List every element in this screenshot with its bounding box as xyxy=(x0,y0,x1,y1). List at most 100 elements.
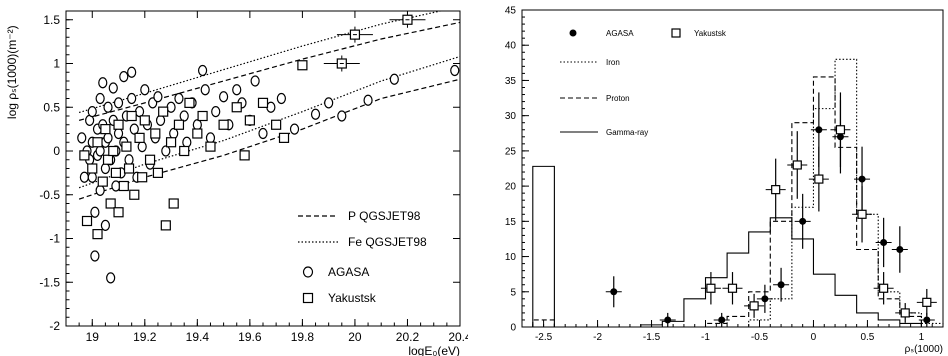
agasa-point xyxy=(113,97,124,109)
agasa-point xyxy=(95,92,105,105)
yakutsk-point xyxy=(113,207,124,218)
agasa-point xyxy=(232,84,242,96)
yakutsk-point xyxy=(150,128,161,139)
yakutsk-point xyxy=(118,180,129,192)
agasa-point xyxy=(95,184,105,196)
agasa-point xyxy=(664,316,672,324)
x-tick-label: 19.8 xyxy=(291,330,315,344)
histogram-iron xyxy=(532,58,944,328)
y-tick-label: 5 xyxy=(510,287,516,298)
agasa-point xyxy=(211,106,221,118)
agasa-point xyxy=(137,141,147,153)
legend-swatch xyxy=(671,28,681,38)
agasa-point xyxy=(197,64,208,77)
x-tick-label: 20 xyxy=(348,330,362,344)
yakutsk-point xyxy=(110,167,122,178)
yakutsk-point xyxy=(129,189,140,200)
y-tick-label: -0.5 xyxy=(39,188,60,202)
x-tick-label: 19 xyxy=(86,330,100,344)
x-tick-label: -0.5 xyxy=(751,332,769,343)
histogram-gamma-ray xyxy=(532,165,943,328)
y-tick-label: 0 xyxy=(510,323,516,334)
agasa-point xyxy=(108,82,118,94)
agasa-point xyxy=(219,91,229,103)
yakutsk-point xyxy=(205,141,216,152)
agasa-point xyxy=(799,217,807,225)
agasa-point xyxy=(127,92,137,105)
left-scatter-chart: 19 19.2 19.4 19.6 19.8 20 20.2 20.4 -2 -1.5 -1 -0.5… xyxy=(5,10,468,356)
agasa-point xyxy=(179,110,189,122)
yakutsk-point xyxy=(152,167,164,178)
y-tick-label: 1 xyxy=(53,57,60,71)
agasa-point xyxy=(182,136,192,148)
legend-swatch xyxy=(302,292,314,304)
yakutsk-point xyxy=(87,163,98,174)
legend-label: Yakustsk xyxy=(694,29,727,38)
agasa-point xyxy=(140,84,150,96)
agasa-point xyxy=(87,106,97,118)
agasa-point xyxy=(95,145,105,157)
agasa-point xyxy=(363,94,373,106)
legend-label: Gamma-ray xyxy=(606,128,648,137)
x-tick-label: 0.5 xyxy=(860,332,874,343)
yakutsk-point xyxy=(100,124,111,135)
yakutsk-point xyxy=(179,145,190,157)
yakutsk-point xyxy=(102,154,114,165)
agasa-point xyxy=(389,73,399,85)
agasa-point xyxy=(276,92,286,105)
legend-label: Yakustsk xyxy=(328,291,377,305)
agasa-point xyxy=(155,114,166,126)
yakutsk-point xyxy=(297,60,308,71)
yakutsk-point xyxy=(144,154,156,165)
yakutsk-point xyxy=(126,110,137,122)
right-histogram-chart: -2.5 -2 -1.5 -1 -0.5 0 0.5 1051015202530354045ρ… xyxy=(505,6,944,355)
yakutsk-point xyxy=(197,110,208,122)
y-tick-label: 0 xyxy=(53,144,60,158)
yakutsk-point xyxy=(134,132,145,143)
agasa-point xyxy=(113,127,124,140)
agasa-point xyxy=(250,75,260,87)
agasa-point xyxy=(258,127,268,140)
yakutsk-point xyxy=(727,283,738,293)
agasa-point xyxy=(87,171,97,183)
x-tick-label: 20.2 xyxy=(396,330,420,344)
y-tick-label: 25 xyxy=(505,146,517,157)
yakutsk-point xyxy=(771,185,781,195)
x-tick-label: -1 xyxy=(701,332,710,343)
yakutsk-point xyxy=(139,115,150,126)
agasa-point xyxy=(103,101,113,113)
yakutsk-point xyxy=(92,137,103,148)
agasa-point xyxy=(205,132,216,144)
yakutsk-point xyxy=(108,145,119,157)
agasa-point xyxy=(106,272,116,284)
yakutsk-point xyxy=(857,209,867,219)
agasa-point xyxy=(98,77,108,89)
yakutsk-point xyxy=(257,97,269,108)
agasa-point xyxy=(90,206,100,218)
legend-label: AGASA xyxy=(606,29,634,38)
agasa-point xyxy=(450,64,460,77)
yakutsk-point xyxy=(239,150,250,161)
agasa-point xyxy=(718,316,726,324)
agasa-point xyxy=(192,119,202,131)
agasa-point xyxy=(289,123,300,135)
yakutsk-point xyxy=(105,198,116,209)
legend-label: Proton xyxy=(606,94,630,103)
y-tick-label: 45 xyxy=(505,6,517,17)
x-tick-label: 20.4 xyxy=(448,330,468,344)
legend-swatch xyxy=(569,29,577,37)
y-tick-label: -1.5 xyxy=(39,275,60,289)
y-tick-label: 1.5 xyxy=(43,13,60,27)
x-tick-label: -2.5 xyxy=(535,332,553,343)
yakutsk-point xyxy=(121,141,132,152)
agasa-point xyxy=(777,281,785,289)
model-curve xyxy=(78,55,460,189)
yakutsk-point xyxy=(137,172,148,183)
model-curve xyxy=(78,21,460,121)
agasa-point xyxy=(815,126,823,134)
agasa-point xyxy=(79,171,89,183)
y-tick-label: 35 xyxy=(505,76,517,87)
yakutsk-point xyxy=(218,119,229,130)
yakutsk-point xyxy=(922,297,932,307)
y-tick-label: 0.5 xyxy=(43,100,60,114)
